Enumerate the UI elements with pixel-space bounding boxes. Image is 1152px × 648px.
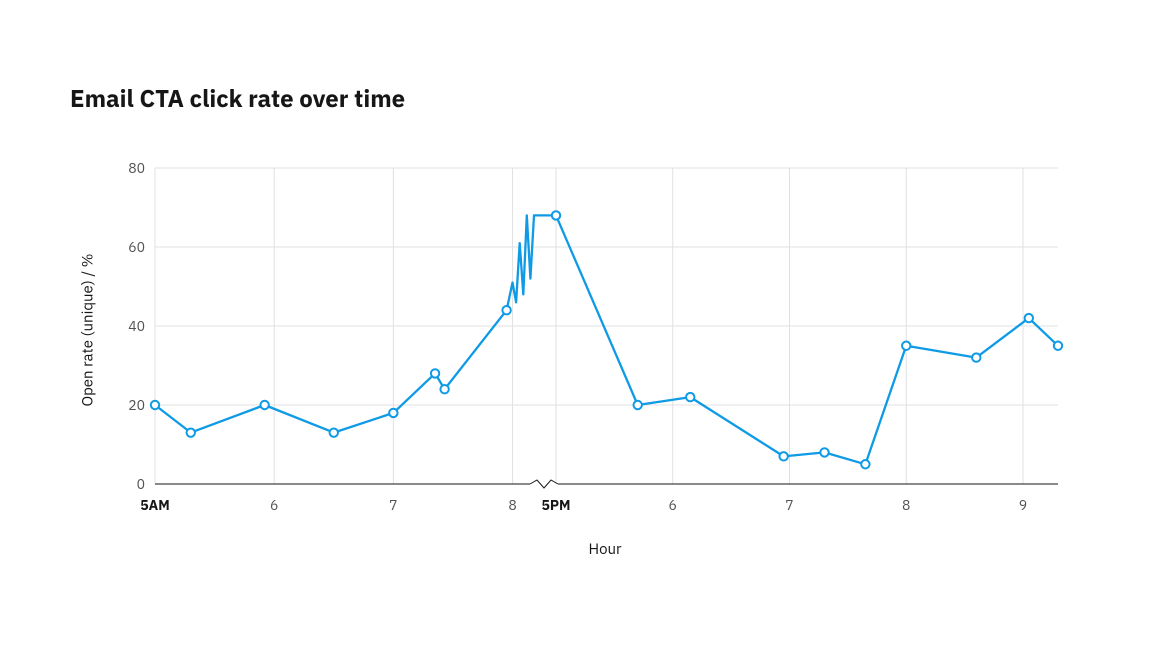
y-tick: 40	[115, 317, 145, 335]
x-tick: 8	[508, 496, 516, 514]
y-tick: 60	[115, 238, 145, 256]
x-tick: 5AM	[140, 496, 169, 514]
x-tick: 7	[785, 496, 793, 514]
y-tick: 80	[115, 159, 145, 177]
x-tick: 6	[270, 496, 278, 514]
x-tick: 9	[1019, 496, 1027, 514]
chart-plot-area	[0, 0, 1152, 648]
x-tick: 5PM	[541, 496, 570, 514]
x-tick: 6	[669, 496, 677, 514]
y-tick: 20	[115, 396, 145, 414]
chart-container: Email CTA click rate over time Open rate…	[0, 0, 1152, 648]
x-tick: 7	[389, 496, 397, 514]
x-tick: 8	[902, 496, 910, 514]
y-tick: 0	[115, 475, 145, 493]
